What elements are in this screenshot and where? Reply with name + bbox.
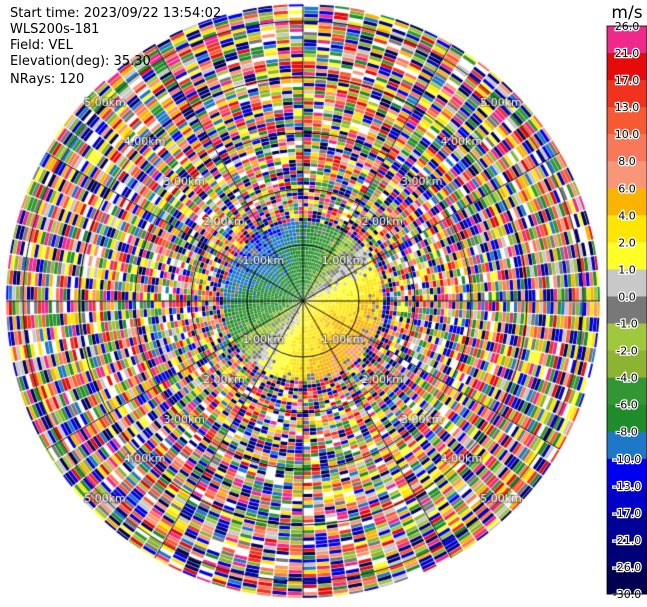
colorbar-swatch	[607, 161, 647, 189]
colorbar-tick-label: 2.0	[618, 236, 636, 249]
colorbar-tick-label: 8.0	[618, 155, 636, 168]
colorbar-tick-label: -10.0	[613, 453, 641, 466]
colorbar-tick-label: 6.0	[618, 182, 636, 195]
colorbar-swatch	[607, 512, 647, 541]
field-text: Field: VEL	[10, 38, 73, 53]
colorbar-swatch	[607, 26, 647, 54]
colorbar-tick-label: 26.0	[615, 20, 640, 33]
colorbar-tick-label: -30.0	[613, 588, 641, 601]
colorbar-swatch	[607, 188, 647, 216]
colorbar-tick-label: 0.0	[618, 290, 636, 303]
colorbar-swatch	[607, 269, 647, 297]
colorbar-tick-label: -21.0	[613, 534, 641, 547]
colorbar-swatch	[607, 242, 647, 270]
colorbar-tick-label: 1.0	[618, 263, 636, 276]
elevation-text: Elevation(deg): 35.30	[10, 54, 151, 69]
colorbar-swatch	[607, 323, 647, 352]
colorbar-tick-label: -13.0	[613, 480, 641, 493]
colorbar-swatch	[607, 377, 647, 406]
colorbar-tick-label: -1.0	[616, 318, 637, 331]
colorbar-tick-label: 4.0	[618, 209, 636, 222]
instrument-text: WLS200s-181	[10, 22, 100, 37]
colorbar-swatch	[607, 80, 647, 108]
colorbar-tick-label: -8.0	[616, 426, 637, 439]
colorbar-swatch	[607, 566, 647, 595]
colorbar-swatch	[607, 107, 647, 135]
colorbar-swatch	[607, 458, 647, 487]
colorbar-tick-label: -6.0	[616, 399, 637, 412]
colorbar-swatch	[607, 53, 647, 81]
colorbar-tick-label: 21.0	[615, 47, 640, 60]
colorbar-tick-label: 17.0	[615, 74, 640, 87]
colorbar-swatch	[607, 215, 647, 243]
colorbar-tick-label: -2.0	[616, 345, 637, 358]
colorbar-tick-label: 13.0	[615, 101, 640, 114]
colorbar-frame	[606, 25, 647, 595]
colorbar-tick-label: -26.0	[613, 561, 641, 574]
colorbar-unit: m/s	[611, 3, 642, 23]
colorbar-swatch	[607, 134, 647, 162]
nrays-text: NRays: 120	[10, 72, 85, 87]
start-time-text: Start time: 2023/09/22 13:54:02	[10, 6, 222, 21]
colorbar-swatch	[607, 296, 647, 325]
colorbar-swatch	[607, 404, 647, 433]
colorbar-swatch	[607, 485, 647, 514]
colorbar-tick-label: 10.0	[615, 128, 640, 141]
colorbar-swatch	[607, 431, 647, 460]
colorbar-swatch	[607, 350, 647, 379]
colorbar-swatch	[607, 539, 647, 568]
colorbar-tick-label: -17.0	[613, 507, 641, 520]
colorbar-tick-label: -4.0	[616, 372, 637, 385]
